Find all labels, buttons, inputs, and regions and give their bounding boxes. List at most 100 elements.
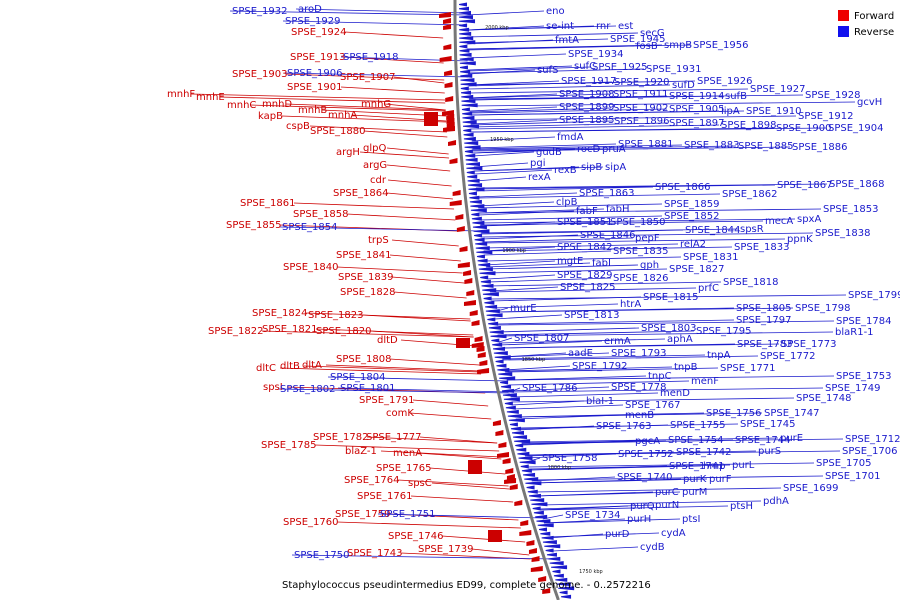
reverse-leader-line-31 — [469, 106, 558, 112]
reverse-leader-line-118 — [506, 375, 835, 381]
reverse-leader-line-152 — [531, 475, 824, 481]
reverse-gene-label-166: SPSE_1750 — [294, 550, 350, 561]
reverse-feature-12 — [459, 52, 472, 57]
reverse-gene-label-140: SPSE_1742 — [676, 447, 732, 458]
forward-gene-label-6: mnhE — [196, 92, 225, 103]
reverse-gene-label-130: SPSE_1747 — [764, 408, 820, 419]
reverse-gene-label-15: SPSE_1906 — [287, 68, 343, 79]
reverse-gene-label-87: SPSE_1826 — [613, 273, 669, 284]
reverse-leader-line-123 — [507, 380, 690, 386]
legend-swatch-forward — [838, 10, 849, 21]
reverse-gene-label-2: SPSE_1929 — [285, 16, 341, 27]
reverse-leader-line-62 — [478, 210, 575, 216]
reverse-leader-line-44 — [472, 143, 617, 149]
reverse-gene-label-60: SPSE_1862 — [722, 189, 778, 200]
reverse-leader-line-91 — [488, 281, 722, 287]
reverse-feature-111 — [521, 468, 532, 473]
reverse-leader-line-138 — [521, 437, 779, 443]
forward-gene-label-40: comK — [386, 408, 414, 419]
forward-leader-line-36 — [303, 365, 481, 373]
forward-feature-40 — [504, 478, 517, 484]
forward-leader-line-16 — [386, 147, 449, 155]
reverse-gene-label-167: cydB — [640, 542, 665, 553]
reverse-gene-label-37: SPSE_1895 — [559, 115, 615, 126]
reverse-leader-line-22 — [468, 84, 671, 90]
reverse-leader-line-114 — [504, 366, 673, 372]
reverse-leader-line-47 — [472, 146, 791, 152]
reverse-gene-label-107: SPSE_1783 — [737, 339, 793, 350]
forward-gene-label-35: dltC — [256, 363, 276, 374]
reverse-feature-40 — [466, 170, 475, 175]
reverse-feature-141 — [561, 594, 572, 599]
reverse-gene-label-119: SPSE_1802 — [280, 384, 336, 395]
reverse-gene-label-39: SPSE_1897 — [669, 118, 725, 129]
reverse-feature-66 — [480, 279, 491, 284]
reverse-gene-label-146: hmp — [703, 461, 725, 472]
reverse-gene-label-111: tnpA — [707, 350, 731, 361]
reverse-gene-label-27: SPSE_1911 — [613, 89, 669, 100]
reverse-feature-107 — [517, 451, 530, 456]
reverse-gene-label-46: SPSE_1885 — [738, 141, 794, 152]
reverse-leader-line-19 — [468, 68, 645, 74]
forward-leader-line-32 — [369, 330, 474, 338]
reverse-leader-line-37 — [470, 119, 558, 125]
reverse-gene-label-157: purN — [655, 500, 679, 511]
reverse-leader-line-125 — [510, 392, 659, 398]
reverse-gene-label-51: pgi — [530, 158, 545, 169]
reverse-gene-label-22: sufD — [672, 80, 695, 91]
legend-label-forward: Forward — [854, 11, 894, 22]
forward-leader-line-27 — [393, 291, 467, 299]
scale-ticks: 2000 kbp 1950 kbp 1900 kbp 1850 kbp 1800 kbp… — [485, 25, 603, 575]
reverse-gene-label-63: fabH — [606, 204, 630, 215]
reverse-feature-117 — [528, 493, 541, 498]
forward-gene-label-8: mnhD — [262, 99, 292, 110]
reverse-feature-37 — [465, 157, 478, 162]
reverse-leader-line-108 — [500, 343, 780, 349]
forward-leader-line-13 — [309, 125, 448, 133]
reverse-leader-line-130 — [515, 412, 763, 418]
forward-feature-48 — [530, 566, 543, 572]
reverse-gene-label-77: SPSE_1842 — [557, 242, 613, 253]
reverse-feature-46 — [469, 195, 480, 200]
forward-leader-line-19 — [386, 192, 453, 200]
reverse-gene-label-143: SPSE_1758 — [542, 453, 598, 464]
reverse-gene-label-81: SPSE_1833 — [734, 242, 790, 253]
reverse-gene-label-131: menB — [625, 410, 654, 421]
forward-leader-line-46 — [429, 467, 506, 475]
feature-arrows — [424, 2, 575, 599]
forward-leader-line-29 — [361, 314, 471, 322]
reverse-feature-63 — [478, 267, 493, 272]
reverse-feature-53 — [472, 225, 487, 230]
reverse-leader-line-158 — [540, 505, 729, 511]
reverse-leader-line-20 — [468, 80, 560, 86]
reverse-feature-10 — [459, 44, 468, 49]
reverse-leader-line-87 — [488, 277, 612, 283]
reverse-feature-61 — [477, 258, 488, 263]
reverse-gene-label-160: SPSE_1734 — [565, 510, 621, 521]
reverse-gene-label-13: SPSE_1918 — [343, 52, 399, 63]
reverse-feature-86 — [496, 363, 507, 368]
reverse-gene-label-108: SPSE_1773 — [781, 339, 837, 350]
reverse-gene-label-118: SPSE_1753 — [836, 371, 892, 382]
reverse-gene-label-45: SPSE_1883 — [684, 140, 740, 151]
forward-feature-cluster-2 — [468, 460, 482, 474]
forward-feature-9 — [446, 114, 455, 120]
reverse-feature-84 — [494, 355, 511, 360]
reverse-gene-label-68: SPSE_1850 — [610, 217, 666, 228]
reverse-gene-label-128: SPSE_1767 — [625, 400, 681, 411]
reverse-gene-label-17: sufC — [574, 61, 596, 72]
forward-gene-label-24: SPSE_1841 — [336, 250, 392, 261]
reverse-gene-label-145: SPSE_1741 — [669, 461, 725, 472]
reverse-feature-35 — [464, 149, 473, 154]
scale-tick-label-2: 1900 kbp — [502, 248, 526, 254]
scale-tick-label-5: 1750 kbp — [579, 569, 603, 575]
reverse-gene-label-76: SPSE_1838 — [815, 228, 871, 239]
reverse-gene-label-20: SPSE_1917 — [561, 76, 617, 87]
forward-leader-line-39 — [412, 399, 489, 407]
reverse-feature-137 — [555, 577, 568, 582]
forward-feature-45 — [526, 540, 535, 546]
forward-gene-label-33: dltD — [377, 335, 398, 346]
reverse-gene-label-127: blaI-1 — [586, 396, 614, 407]
reverse-gene-label-129: SPSE_1756 — [706, 408, 762, 419]
reverse-feature-42 — [467, 178, 480, 183]
